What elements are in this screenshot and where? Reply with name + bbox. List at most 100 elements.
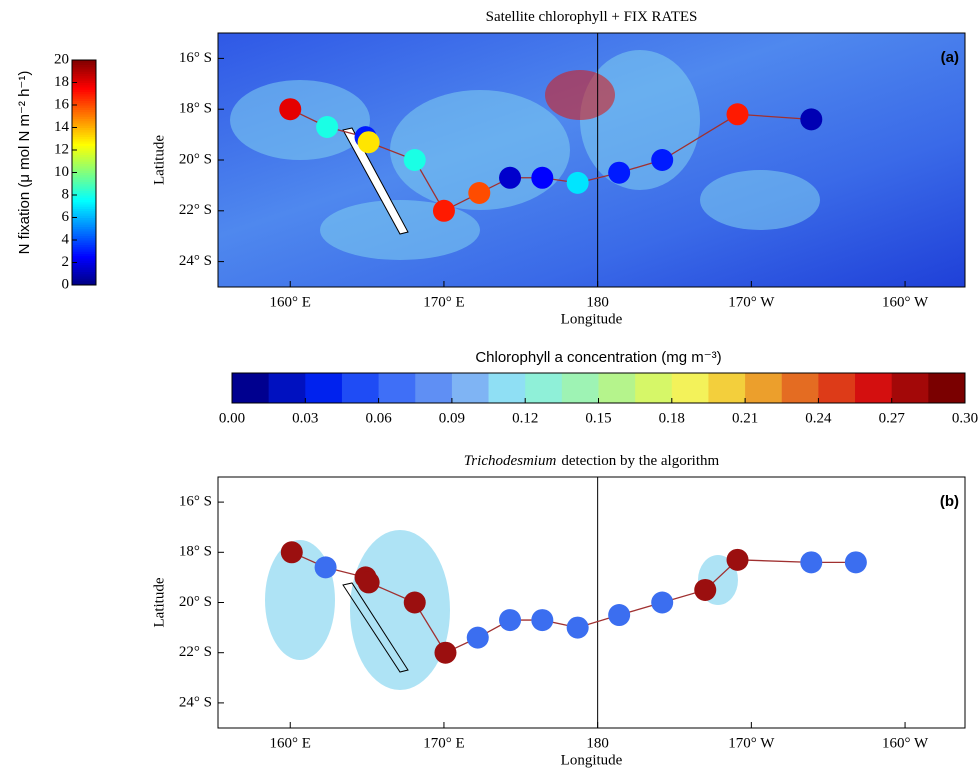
colorbar-cell [561, 373, 599, 403]
station [531, 609, 554, 632]
colorbar-cell [745, 373, 783, 403]
colorbar-cell [72, 255, 96, 259]
colorbar-cell [72, 168, 96, 171]
colorbar-cell [72, 226, 96, 230]
colorbar-cell [72, 116, 96, 119]
colorbar-tick-label: 0.24 [805, 410, 832, 426]
colorbar-cell [72, 114, 96, 117]
colorbar-cell [72, 80, 96, 83]
chlorophyll-patch [545, 70, 615, 120]
colorbar-title: Chlorophyll a concentration (mg m⁻³) [475, 349, 721, 366]
chart-title: Trichodesmium detection by the algorithm [464, 453, 720, 469]
colorbar-cell [378, 373, 416, 403]
colorbar-cell [72, 109, 96, 113]
colorbar-cell [72, 161, 96, 164]
colorbar-cell [72, 258, 96, 261]
colorbar-cell [451, 373, 490, 403]
station [316, 115, 339, 138]
y-tick-label: 16° S [179, 50, 212, 66]
colorbar-cell [72, 282, 96, 286]
colorbar-cell [72, 159, 96, 162]
x-axis-title: Longitude [561, 752, 623, 768]
colorbar-title: N fixation (μ mol N m⁻² h⁻¹) [16, 71, 33, 255]
y-axis-title: Latitude [151, 577, 167, 627]
colorbar-tick-label: 10 [54, 164, 69, 180]
colorbar-cell [72, 242, 96, 245]
colorbar-cell [72, 269, 96, 272]
colorbar-cell [72, 170, 96, 173]
colorbar-cell [72, 251, 96, 254]
colorbar-cell [72, 73, 96, 77]
colorbar-cell [72, 228, 96, 232]
colorbar-cell [72, 260, 96, 263]
station [800, 108, 823, 131]
colorbar-cell [855, 373, 893, 403]
colorbar-cell [72, 60, 96, 63]
colorbar-cell [818, 373, 856, 403]
colorbar-cell [72, 152, 96, 155]
colorbar-cell [891, 373, 929, 403]
colorbar-cell [72, 123, 96, 126]
y-tick-label: 22° S [179, 644, 212, 660]
station [279, 98, 302, 121]
colorbar-tick-label: 4 [62, 231, 70, 247]
colorbar-cell [72, 98, 96, 101]
colorbar-cell [72, 165, 96, 169]
colorbar-cell [72, 62, 96, 65]
colorbar-cell [72, 204, 96, 207]
colorbar-tick-label: 0 [62, 276, 70, 292]
colorbar-tick-label: 0.18 [659, 410, 685, 426]
station [468, 182, 491, 205]
colorbar-cell [72, 213, 96, 216]
station [566, 616, 589, 639]
colorbar-cell [72, 235, 96, 239]
colorbar-cell [72, 206, 96, 209]
colorbar-cell [72, 69, 96, 72]
colorbar-cell [72, 156, 96, 160]
colorbar-cell [72, 84, 96, 88]
colorbar-tick-label: 20 [54, 51, 69, 67]
colorbar-cell [72, 197, 96, 200]
colorbar-cell [72, 224, 96, 227]
colorbar-tick-label: 6 [62, 209, 70, 225]
x-tick-label: 170° W [728, 294, 775, 310]
x-tick-label: 160° E [270, 294, 311, 310]
colorbar-cell [72, 118, 96, 122]
colorbar-cell [72, 136, 96, 140]
colorbar-cell [72, 271, 96, 275]
colorbar-cell [72, 174, 96, 178]
station [432, 199, 455, 222]
colorbar-cell [72, 278, 96, 281]
colorbar-tick-label: 2 [62, 254, 70, 270]
colorbar-cell [72, 215, 96, 218]
colorbar-cell [72, 253, 96, 257]
colorbar-cell [72, 217, 96, 221]
colorbar-cell [72, 138, 96, 142]
colorbar-cell [72, 237, 96, 241]
colorbar-tick-label: 0.00 [219, 410, 245, 426]
detection-patch [350, 530, 450, 690]
colorbar-cell [72, 231, 96, 234]
colorbar-tick-label: 16 [54, 96, 70, 112]
colorbar-cell [781, 373, 819, 403]
colorbar-tick-label: 8 [62, 186, 70, 202]
x-tick-label: 170° W [728, 735, 775, 751]
colorbar-cell [72, 102, 96, 106]
colorbar-cell [72, 186, 96, 189]
colorbar-cell [72, 66, 96, 70]
colorbar-cell [72, 192, 96, 196]
colorbar-cell [72, 145, 96, 149]
panel-label: (a) [941, 49, 959, 66]
y-tick-label: 20° S [179, 151, 212, 167]
x-tick-label: 180 [586, 294, 609, 310]
station [726, 103, 749, 126]
station [531, 166, 554, 189]
colorbar-cell [72, 150, 96, 153]
colorbar-cell [72, 280, 96, 284]
colorbar-cell [72, 134, 96, 137]
colorbar-cell [72, 111, 96, 115]
colorbar-cell [72, 199, 96, 203]
x-tick-label: 170° E [423, 735, 464, 751]
chart-title-text: detection by the algorithm [561, 453, 719, 469]
